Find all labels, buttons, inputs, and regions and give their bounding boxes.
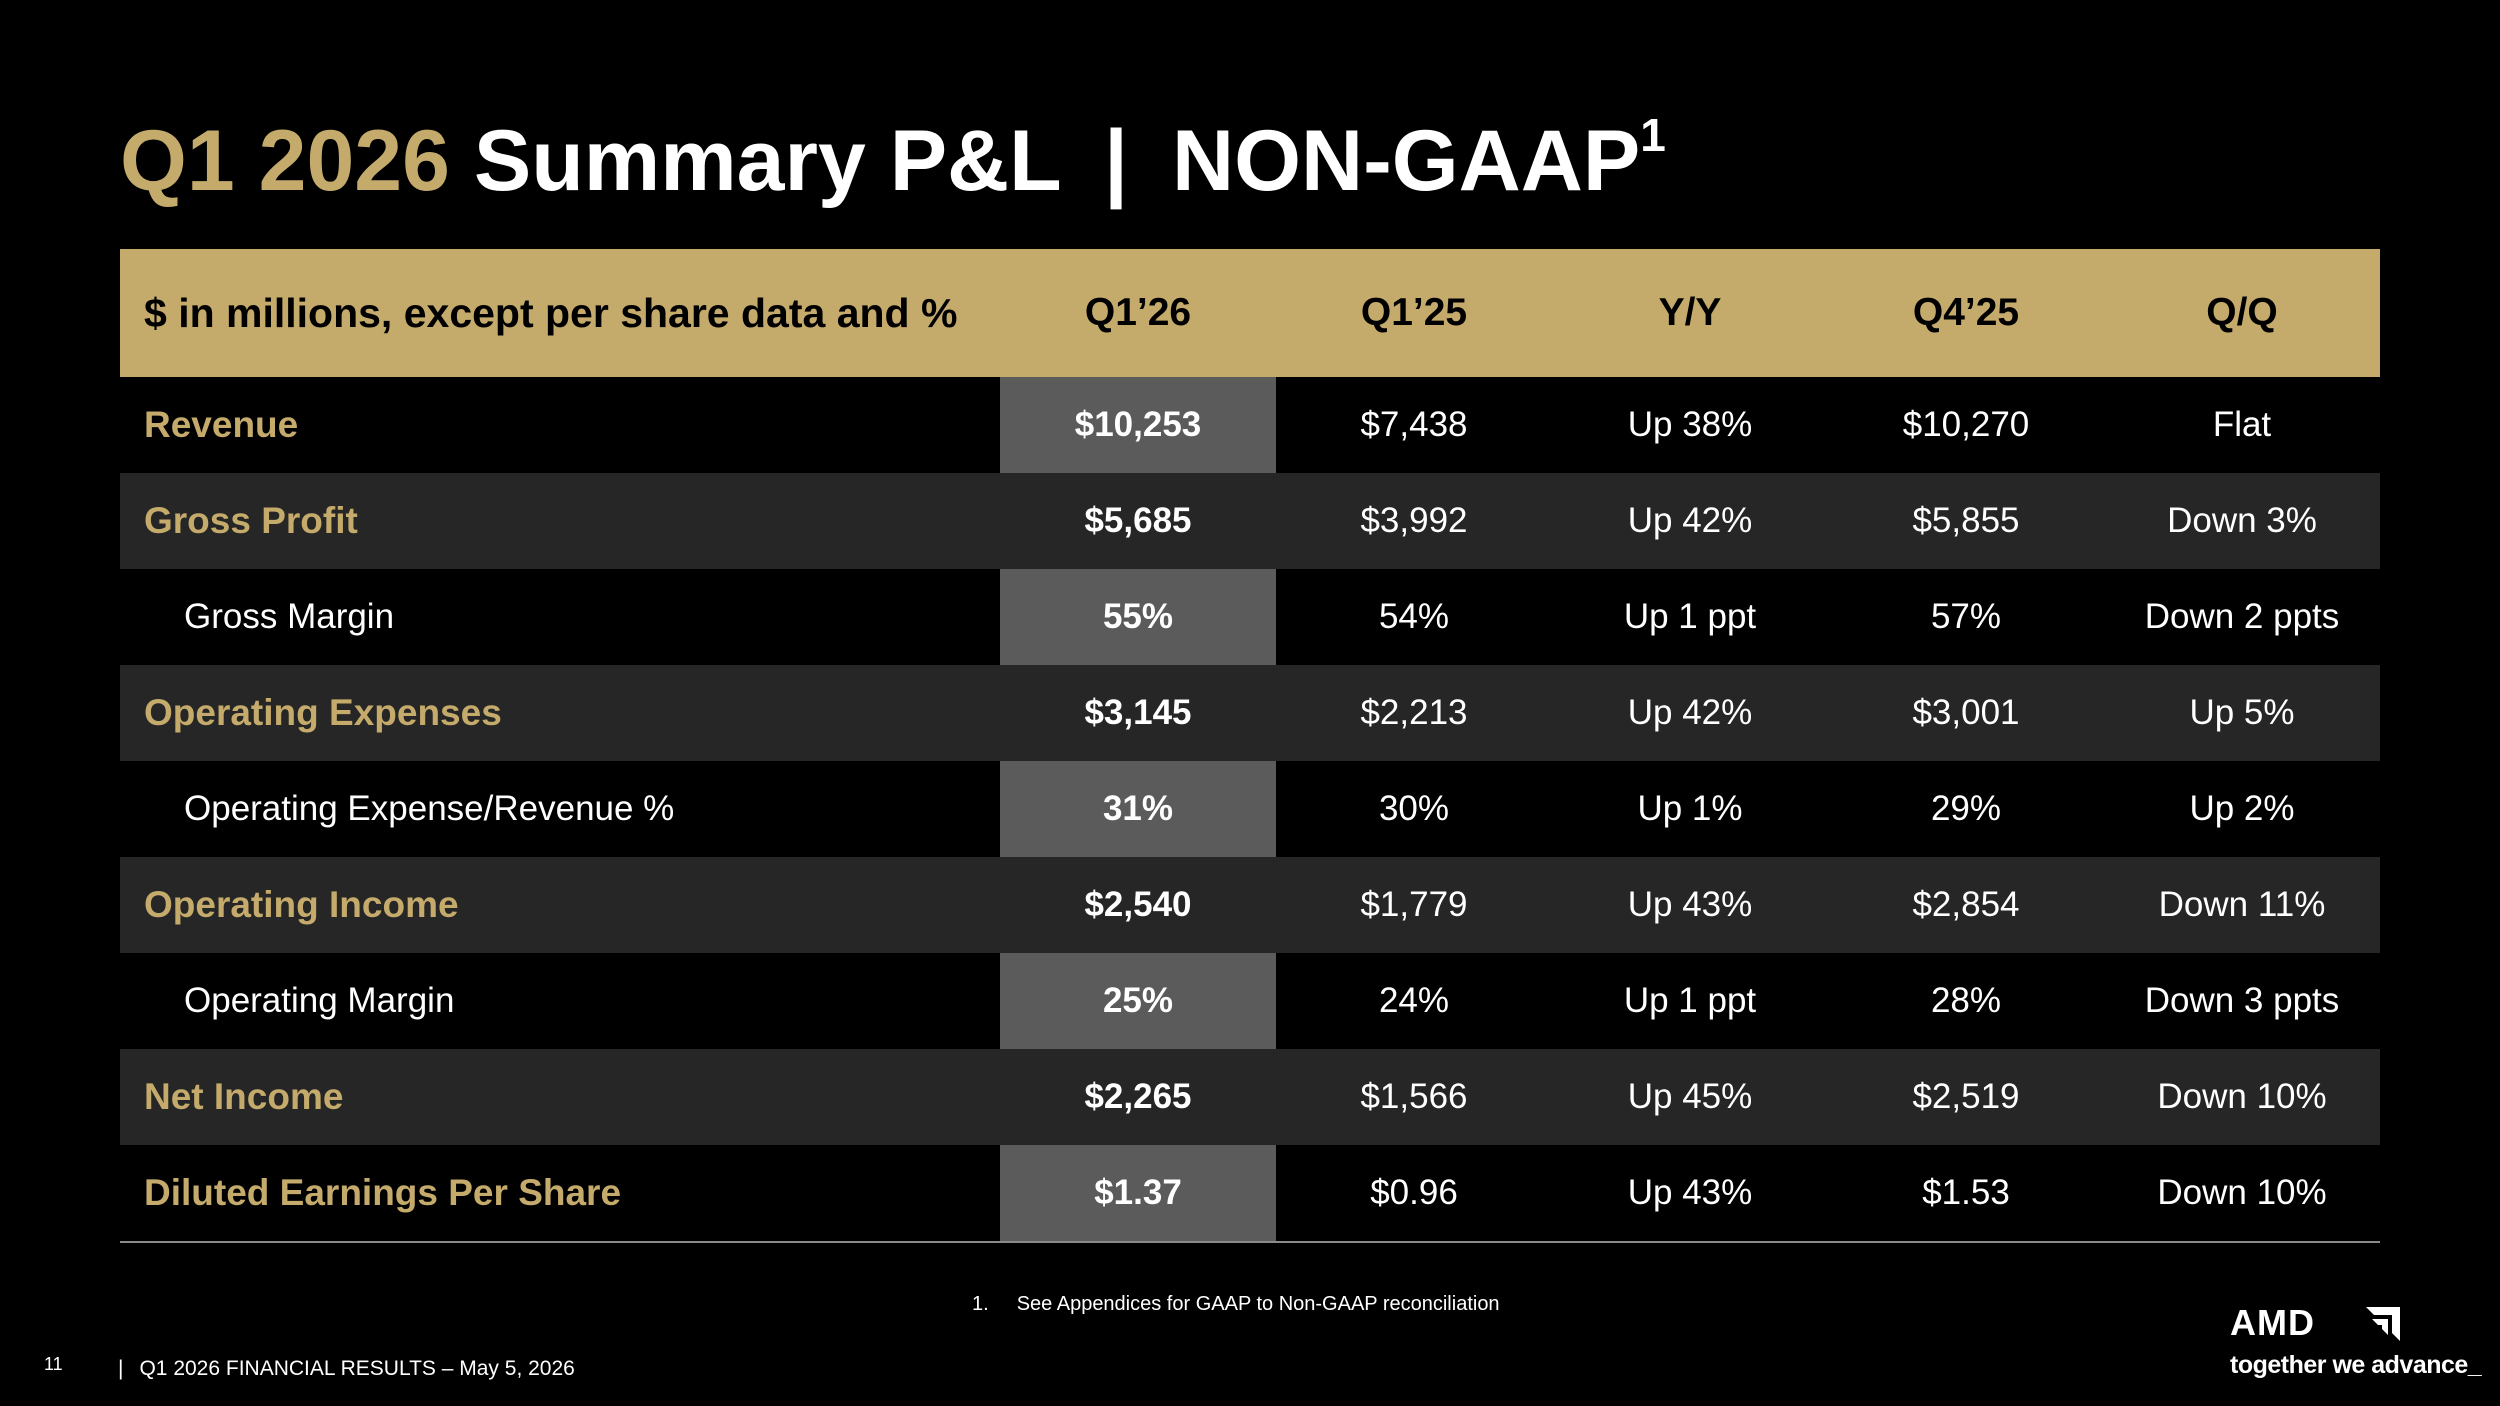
cell-yy: Up 1% bbox=[1637, 789, 1743, 828]
cell-q4-25: $5,855 bbox=[1912, 501, 2020, 540]
header-q1-26: Q1’26 bbox=[1084, 291, 1192, 334]
cell-q1-26: $2,540 bbox=[1084, 885, 1192, 924]
table-row: Operating Margin 25% 24% Up 1 ppt 28% Do… bbox=[120, 953, 2380, 1049]
row-label: Operating Expenses bbox=[144, 692, 502, 733]
cell-yy: Up 42% bbox=[1627, 693, 1753, 732]
amd-arrow-icon bbox=[2366, 1307, 2400, 1341]
cell-q1-26: $5,685 bbox=[1084, 501, 1192, 540]
title-footnote-marker: 1 bbox=[1640, 109, 1666, 161]
cell-yy: Up 43% bbox=[1627, 1173, 1753, 1212]
footer-text: Q1 2026 FINANCIAL RESULTS – May 5, 2026 bbox=[139, 1357, 575, 1380]
cell-q1-25: $1,566 bbox=[1360, 1077, 1468, 1116]
cell-q4-25: $1.53 bbox=[1922, 1173, 2010, 1212]
footer-separator: | bbox=[118, 1357, 124, 1380]
table-row: Net Income $2,265 $1,566 Up 45% $2,519 D… bbox=[120, 1049, 2380, 1145]
table-row: Operating Expenses $3,145 $2,213 Up 42% … bbox=[120, 665, 2380, 761]
cell-q1-25: 24% bbox=[1378, 981, 1450, 1020]
cell-yy: Up 38% bbox=[1627, 405, 1753, 444]
cell-q1-25: $7,438 bbox=[1360, 405, 1468, 444]
footnote-number: 1. bbox=[972, 1293, 989, 1315]
cell-yy: Up 42% bbox=[1627, 501, 1753, 540]
logo-tagline: together we advance_ bbox=[2230, 1351, 2482, 1379]
cell-yy: Up 1 ppt bbox=[1623, 981, 1757, 1020]
header-qq: Q/Q bbox=[2206, 291, 2278, 334]
table-bottom-rule bbox=[120, 1241, 2380, 1243]
row-label: Gross Margin bbox=[184, 597, 395, 636]
table-row: Diluted Earnings Per Share $1.37 $0.96 U… bbox=[120, 1145, 2380, 1241]
row-label: Gross Profit bbox=[144, 500, 358, 541]
cell-yy: Up 1 ppt bbox=[1623, 597, 1757, 636]
row-label: Operating Expense/Revenue % bbox=[184, 789, 675, 828]
cell-q1-26: 55% bbox=[1102, 597, 1174, 636]
cell-q1-25: $3,992 bbox=[1360, 501, 1468, 540]
cell-qq: Flat bbox=[2212, 405, 2272, 444]
cell-q4-25: $2,854 bbox=[1912, 885, 2020, 924]
page-number: 11 bbox=[44, 1354, 63, 1374]
table-row: Revenue $10,253 $7,438 Up 38% $10,270 Fl… bbox=[120, 377, 2380, 473]
cell-q1-26: $1.37 bbox=[1094, 1173, 1182, 1212]
cell-qq: Down 10% bbox=[2157, 1173, 2327, 1212]
header-yy: Y/Y bbox=[1658, 291, 1722, 334]
cell-q4-25: $3,001 bbox=[1912, 693, 2020, 732]
footer-label: | Q1 2026 FINANCIAL RESULTS – May 5, 2026 bbox=[118, 1357, 575, 1381]
table-row: Gross Profit $5,685 $3,992 Up 42% $5,855… bbox=[120, 473, 2380, 569]
row-label: Operating Margin bbox=[184, 981, 455, 1020]
cell-q1-26: $3,145 bbox=[1084, 693, 1192, 732]
table-row: Operating Expense/Revenue % 31% 30% Up 1… bbox=[120, 761, 2380, 857]
cell-q4-25: 29% bbox=[1930, 789, 2002, 828]
title-separator: | bbox=[1104, 113, 1129, 209]
table-header-row: $ in millions, except per share data and… bbox=[120, 249, 2380, 377]
cell-q1-25: $1,779 bbox=[1360, 885, 1468, 924]
header-q4-25: Q4’25 bbox=[1912, 291, 2020, 334]
cell-qq: Down 3 ppts bbox=[2144, 981, 2340, 1020]
cell-q1-26: $2,265 bbox=[1084, 1077, 1192, 1116]
table-row: Gross Margin 55% 54% Up 1 ppt 57% Down 2… bbox=[120, 569, 2380, 665]
cell-qq: Up 5% bbox=[2189, 693, 2295, 732]
title-suffix: NON-GAAP bbox=[1172, 113, 1641, 209]
title-main: Summary P&L bbox=[473, 113, 1061, 209]
cell-qq: Up 2% bbox=[2189, 789, 2295, 828]
row-label: Net Income bbox=[144, 1076, 344, 1117]
footnote-text: See Appendices for GAAP to Non-GAAP reco… bbox=[1016, 1293, 1500, 1315]
row-label: Operating Income bbox=[144, 884, 459, 925]
title-accent: Q1 2026 bbox=[120, 113, 450, 209]
cell-q1-25: $2,213 bbox=[1360, 693, 1468, 732]
footnote: 1. See Appendices for GAAP to Non-GAAP re… bbox=[972, 1293, 1500, 1316]
cell-q1-25: $0.96 bbox=[1370, 1173, 1458, 1212]
table-row: Operating Income $2,540 $1,779 Up 43% $2… bbox=[120, 857, 2380, 953]
logo-wordmark: AMD bbox=[2230, 1302, 2315, 1343]
amd-logo: AMD together we advance_ bbox=[2230, 1302, 2482, 1385]
header-q1-25: Q1’25 bbox=[1360, 291, 1468, 334]
header-description: $ in millions, except per share data and… bbox=[144, 289, 958, 336]
cell-q1-26: $10,253 bbox=[1074, 405, 1202, 444]
cell-q1-26: 31% bbox=[1102, 789, 1174, 828]
cell-q1-25: 54% bbox=[1378, 597, 1450, 636]
cell-qq: Down 11% bbox=[2158, 885, 2326, 924]
row-label: Diluted Earnings Per Share bbox=[144, 1172, 622, 1213]
cell-q1-25: 30% bbox=[1378, 789, 1450, 828]
cell-qq: Down 2 ppts bbox=[2144, 597, 2340, 636]
page-title: Q1 2026 Summary P&L | NON-GAAP1 bbox=[120, 112, 1666, 204]
pl-summary-table: $ in millions, except per share data and… bbox=[120, 249, 2380, 1243]
row-label: Revenue bbox=[144, 404, 299, 445]
cell-q1-26: 25% bbox=[1102, 981, 1174, 1020]
cell-q4-25: 57% bbox=[1930, 597, 2002, 636]
cell-q4-25: 28% bbox=[1930, 981, 2002, 1020]
cell-yy: Up 45% bbox=[1627, 1077, 1753, 1116]
cell-q4-25: $10,270 bbox=[1902, 405, 2030, 444]
cell-qq: Down 10% bbox=[2157, 1077, 2327, 1116]
cell-q4-25: $2,519 bbox=[1912, 1077, 2020, 1116]
cell-qq: Down 3% bbox=[2167, 501, 2317, 540]
cell-yy: Up 43% bbox=[1627, 885, 1753, 924]
